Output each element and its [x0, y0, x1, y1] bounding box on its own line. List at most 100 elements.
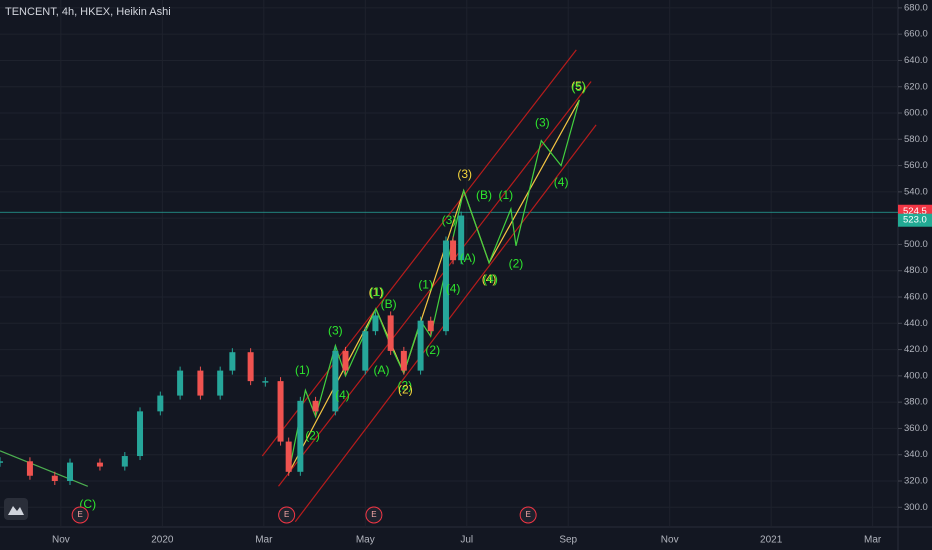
wave-label: (3) [442, 213, 457, 227]
candle-body [0, 461, 3, 463]
event-marker [278, 506, 296, 524]
candle-body [247, 352, 254, 382]
candle-body [342, 350, 349, 371]
event-label: E [525, 510, 530, 519]
wave-label: (4) [446, 281, 461, 295]
candle-body [332, 350, 339, 412]
y-tick-label: 620.0 [904, 81, 928, 92]
wave-label: (3) [457, 167, 472, 181]
wave-label: (2) [305, 428, 320, 442]
candle-body [67, 462, 74, 482]
y-tick-label: 380.0 [904, 397, 928, 408]
candle-body [387, 315, 394, 351]
x-tick-label: Mar [864, 535, 882, 546]
y-tick-label: 680.0 [904, 2, 928, 13]
x-tick-label: Nov [661, 535, 679, 546]
x-tick-label: Jul [460, 535, 473, 546]
price-tag-label: 524.5 [903, 206, 927, 217]
y-tick-label: 540.0 [904, 186, 928, 197]
event-marker [365, 506, 383, 524]
candle-body [458, 215, 465, 261]
event-label: E [371, 510, 376, 519]
event-marker [71, 506, 89, 524]
wave-label: (A) [374, 363, 390, 377]
candle-body [372, 315, 379, 332]
wave-label: (2) [425, 343, 440, 357]
y-tick-label: 660.0 [904, 29, 928, 40]
wave-label: (B) [476, 188, 492, 202]
wave-label: (2) [398, 379, 413, 393]
wave-label: (2) [509, 256, 524, 270]
y-tick-label: 340.0 [904, 449, 928, 460]
axes: 300.0 320.0 340.0 360.0 380.0 400.0 420.0 440.0… [52, 2, 932, 546]
candle-body [362, 331, 369, 371]
trend-line [288, 99, 580, 474]
candle-body [427, 320, 434, 332]
event-marker [519, 506, 537, 524]
wave-label: (4) [483, 272, 498, 286]
trend-line [0, 450, 89, 487]
y-tick-label: 460.0 [904, 292, 928, 303]
wave-label: (5) [571, 79, 586, 93]
candle-body [312, 400, 319, 412]
logo-box [4, 498, 28, 520]
candle-body [277, 381, 284, 442]
wave-label: (1) [498, 188, 513, 202]
wave-label: (4) [482, 272, 497, 286]
logo [4, 498, 28, 520]
candle-body [96, 462, 103, 467]
trend-line [261, 49, 577, 457]
wave-label: (4) [554, 175, 569, 189]
y-tick-label: 480.0 [904, 265, 928, 276]
candle-body [51, 475, 58, 482]
y-tick-label: 580.0 [904, 134, 928, 145]
event-label: E [284, 510, 289, 519]
x-tick-label: Nov [52, 535, 70, 546]
candle-body [417, 320, 424, 371]
y-tick-label: 320.0 [904, 476, 928, 487]
candle-body [450, 240, 457, 261]
wave-label: (A) [460, 251, 476, 265]
y-tick-label: 420.0 [904, 344, 928, 355]
x-tick-label: May [356, 535, 375, 546]
wave-label: (2) [398, 382, 413, 396]
wave-label: (1) [418, 277, 433, 291]
y-tick-label: 360.0 [904, 423, 928, 434]
y-tick-label: 300.0 [904, 502, 928, 513]
y-tick-label: 440.0 [904, 318, 928, 329]
wave-label: (3) [535, 116, 550, 130]
logo-mark [8, 506, 24, 515]
candle-body [197, 370, 204, 396]
candle-body [400, 350, 407, 371]
x-tick-label: Mar [255, 535, 273, 546]
x-tick-label: 2020 [151, 535, 174, 546]
candle-body [121, 456, 128, 467]
wave-label: (B) [381, 297, 397, 311]
wave-label: (3) [328, 323, 343, 337]
price-tag [898, 213, 932, 227]
wave-label: (5) [572, 80, 587, 94]
x-tick-label: Sep [559, 535, 577, 546]
grid [0, 0, 898, 527]
chart-title: TENCENT, 4h, HKEX, Heikin Ashi [5, 6, 171, 18]
candle-body [137, 411, 144, 457]
plot-area: (C)(1)(2)(3)(4)(1)(1)(B)(A)(2)(2)(1)(2)(… [0, 49, 898, 523]
candle-body [262, 381, 269, 383]
y-tick-label: 560.0 [904, 160, 928, 171]
wave-label: (1) [295, 363, 310, 377]
candle-body [177, 370, 184, 396]
candle-body [217, 370, 224, 396]
y-tick-label: 400.0 [904, 370, 928, 381]
candle-body [442, 240, 449, 332]
y-tick-label: 500.0 [904, 239, 928, 250]
y-tick-label: 600.0 [904, 108, 928, 119]
y-tick-label: 640.0 [904, 55, 928, 66]
wave-label: (1) [370, 285, 385, 299]
wave-label: (4) [335, 388, 350, 402]
wave-label: (1) [369, 285, 384, 299]
candle-body [285, 441, 292, 472]
candle-body [26, 461, 33, 476]
candle-body [157, 395, 164, 412]
